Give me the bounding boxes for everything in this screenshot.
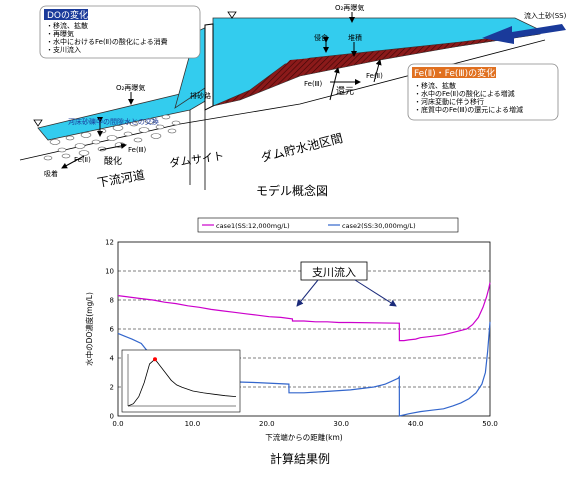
do-box-item: ・水中におけるFe(Ⅱ)の酸化による消費: [46, 37, 168, 46]
downstream-river-label: 下流河道: [96, 168, 146, 190]
inset-series-line: [127, 358, 237, 407]
adsorption-label: 吸着: [44, 169, 58, 178]
reaeration-label-left: O₂再曝気: [116, 83, 145, 92]
reduction-label: 還元: [336, 85, 354, 97]
tributary-callout: 支川流入: [296, 261, 397, 307]
dam-body: [204, 23, 214, 111]
fe3-reservoir-label: Fe(Ⅲ): [304, 80, 323, 88]
oxidation-label: 酸化: [104, 155, 122, 167]
legend-case1: case1(SS:12,000mg/L): [216, 222, 290, 230]
x-tick-label: 40.0: [408, 420, 424, 428]
y-tick-label: 6: [110, 326, 115, 334]
do-chart: case1(SS:12,000mg/L) case2(SS:30,000mg/L…: [84, 217, 498, 466]
exchange-label: 河床砂礫中の間隙水との交換: [68, 117, 159, 126]
inflow-label: 流入土砂(SS): [524, 11, 567, 20]
reservoir-section-label: ダム貯水池区間: [259, 130, 344, 165]
x-tick-label: 30.0: [333, 420, 349, 428]
inflow-arrow: [482, 24, 566, 44]
fe3-downstream-label: Fe(Ⅲ): [128, 146, 147, 154]
do-box-item: ・再曝気: [46, 29, 74, 38]
y-tick-label: 12: [105, 239, 114, 247]
y-tick-label: 8: [110, 297, 114, 305]
series-line-case1: [117, 282, 491, 342]
y-tick-label: 4: [110, 355, 115, 363]
y-axis-ticks: 0 2 4 6 8 10 12: [105, 239, 114, 421]
model-diagram: DOの変化 ・移流、拡散 ・再曝気 ・水中におけるFe(Ⅱ)の酸化による消費 ・…: [19, 3, 567, 198]
y-tick-label: 0: [110, 413, 114, 421]
do-box-item: ・支川流入: [46, 45, 81, 54]
do-change-box: DOの変化 ・移流、拡散 ・再曝気 ・水中におけるFe(Ⅱ)の酸化による消費 ・…: [39, 5, 201, 59]
fe-box-title: Fe(Ⅱ)・Fe(Ⅲ)の変化: [414, 67, 495, 79]
legend-case2: case2(SS:30,000mg/L): [342, 222, 416, 230]
fe-change-box: Fe(Ⅱ)・Fe(Ⅲ)の変化 ・移流、拡散 ・水中のFe(Ⅱ)の酸化による増減 …: [407, 63, 559, 121]
chart-caption: 計算結果例: [270, 451, 330, 466]
x-tick-label: 50.0: [482, 420, 498, 428]
y-axis-label: 水中のDO濃度(mg/L): [84, 292, 94, 366]
dam-site-label: ダムサイト: [168, 148, 224, 170]
adsorption-arrow: [61, 155, 85, 169]
tributary-arrow-left: [296, 279, 319, 307]
y-tick-label: 2: [110, 384, 114, 392]
do-box-item: ・移流、拡散: [46, 21, 88, 30]
erosion-label: 侵食: [314, 33, 328, 42]
fe-box-item: ・移流、拡散: [414, 81, 456, 90]
x-tick-label: 0.0: [112, 420, 123, 428]
fe2-reservoir-label: Fe(Ⅱ): [366, 72, 383, 80]
do-box-title: DOの変化: [47, 9, 88, 21]
inset-peak-marker: [153, 357, 157, 362]
fe2-downstream-label: Fe(Ⅱ): [74, 156, 91, 164]
sediment-slope: [213, 58, 312, 106]
deposition-label: 堆積: [348, 33, 362, 42]
downstream-water: [37, 87, 208, 141]
bypass-label: 排砂路: [190, 91, 211, 100]
fe-up-arrow: [329, 67, 340, 101]
water-level-mark-left: [33, 119, 43, 127]
x-tick-label: 20.0: [259, 420, 275, 428]
tributary-arrow-right: [354, 279, 397, 307]
x-axis-ticks: 0.0 10.0 20.0 30.0 40.0 50.0: [112, 420, 497, 428]
fe2-up-arrow: [373, 59, 382, 83]
x-axis-label: 下流端からの距離(km): [265, 432, 343, 442]
tributary-label: 支川流入: [312, 265, 356, 279]
oxidation-arrow: [99, 142, 127, 151]
reaeration-label-top: O₂再曝気: [335, 3, 364, 12]
y-tick-label: 10: [105, 268, 114, 276]
water-level-mark-right: [227, 11, 237, 19]
chart-legend: case1(SS:12,000mg/L) case2(SS:30,000mg/L…: [197, 217, 459, 233]
diagram-caption: モデル概念図: [256, 183, 328, 198]
fe-box-item: ・水中のFe(Ⅱ)の酸化による増減: [414, 89, 515, 98]
fe-box-item: ・河床変動に伴う移行: [414, 97, 484, 106]
fe-box-item: ・底質中のFe(Ⅲ)の還元による増減: [414, 105, 523, 114]
x-tick-label: 10.0: [185, 420, 201, 428]
inset-chart: [121, 349, 241, 413]
